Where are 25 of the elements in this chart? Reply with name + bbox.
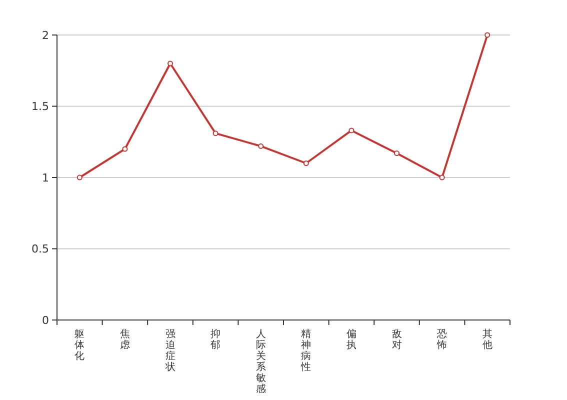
x-tick-label: 人际关系敏感 (256, 329, 266, 395)
x-tick-label: 躯体化 (74, 329, 85, 362)
point (122, 146, 128, 152)
y-tick-label: 2 (42, 28, 49, 42)
x-tick-label: 强迫症状 (164, 329, 176, 373)
point (167, 60, 174, 66)
x-tick-label: 偏执 (346, 328, 356, 351)
x-tick-label: 焦虑 (120, 328, 130, 351)
x-tick-label: 恐怖 (436, 329, 448, 351)
point (484, 32, 490, 38)
point (76, 174, 82, 180)
point (439, 174, 445, 180)
point (212, 130, 218, 136)
point (394, 150, 400, 156)
x-tick-label: 精神病性 (300, 328, 312, 373)
y-tick-label: 0.5 (32, 242, 49, 256)
x-tick-label: 敌对 (392, 329, 402, 351)
point (303, 160, 309, 166)
y-tick-label: 1 (42, 171, 49, 184)
point (348, 128, 354, 134)
x-tick-label: 其他 (482, 328, 492, 351)
y-tick-label: 1.5 (32, 100, 49, 114)
y-tick-label: 0 (42, 314, 49, 327)
x-tick-label: 抑郁 (210, 328, 221, 351)
point (258, 143, 264, 149)
